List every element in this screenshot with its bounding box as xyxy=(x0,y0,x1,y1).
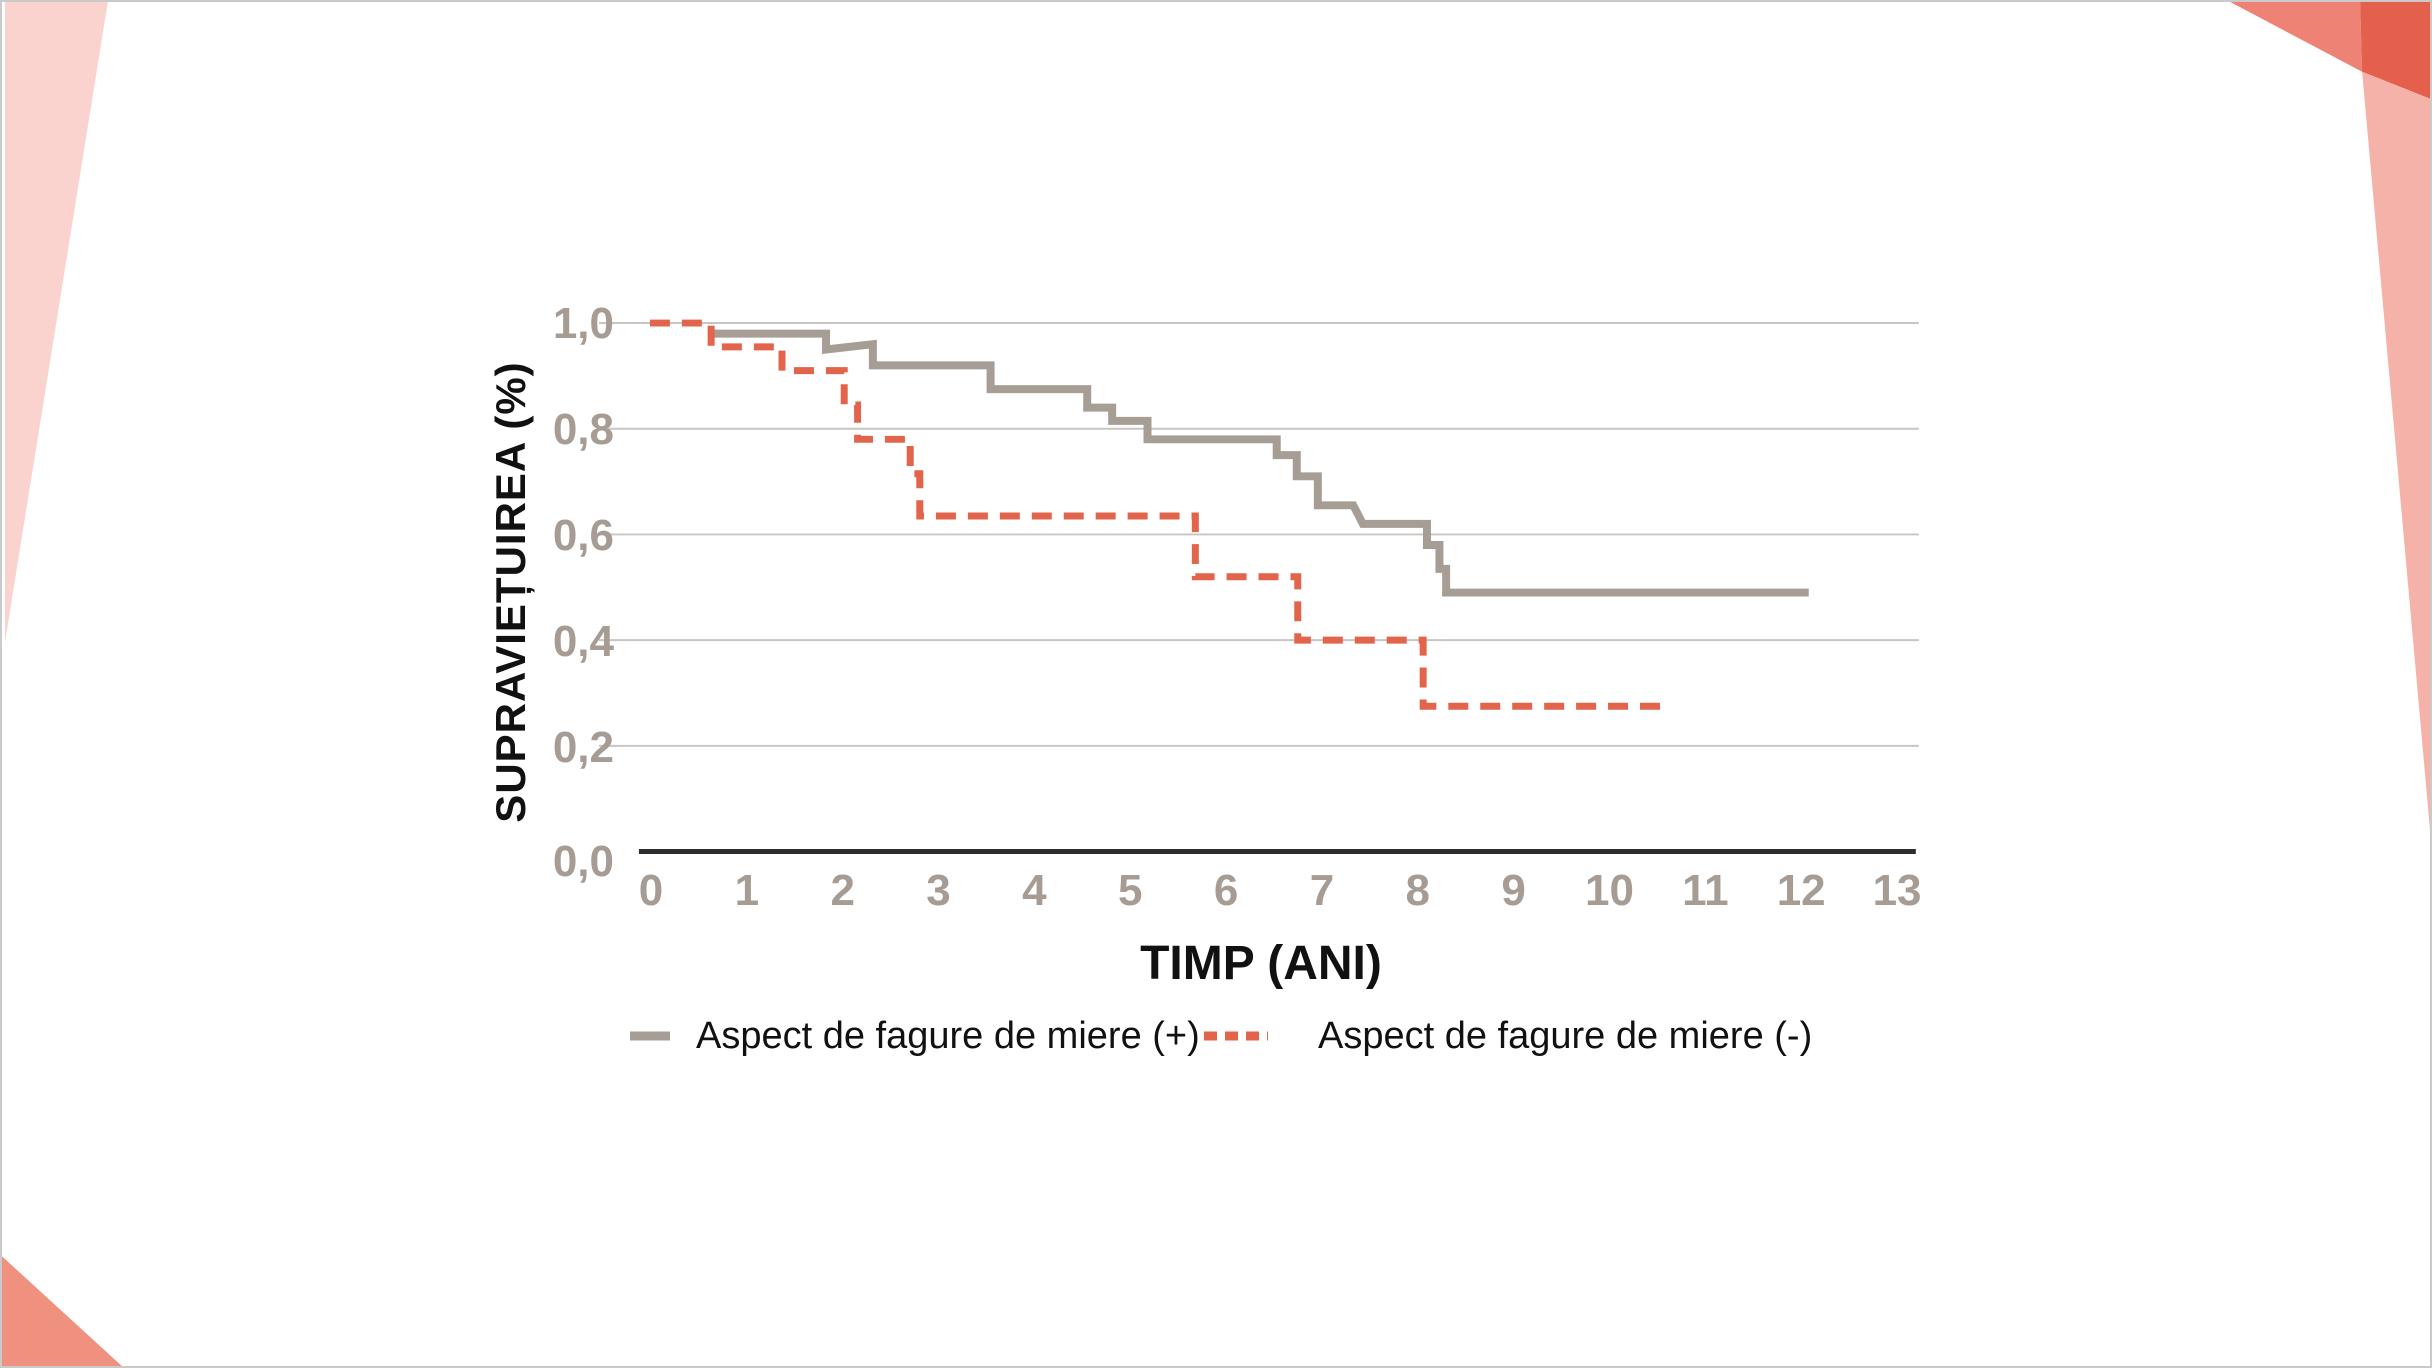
x-tick-label: 3 xyxy=(926,866,951,915)
x-tick-label: 1 xyxy=(734,866,760,915)
x-tick-label: 8 xyxy=(1405,866,1431,915)
y-axis-title: SUPRAVIEȚUIREA (%) xyxy=(487,361,534,823)
x-axis-title: TIMP (ANI) xyxy=(1140,937,1382,990)
x-tick-label: 0 xyxy=(638,866,664,915)
solid-line-swatch-icon xyxy=(630,1031,670,1041)
x-tick-label: 2 xyxy=(830,866,855,915)
y-tick-label: 0,4 xyxy=(552,617,614,666)
y-tick-label: 0,6 xyxy=(552,511,614,560)
right-ribbon-decoration xyxy=(2362,71,2430,830)
legend-item-honeycomb-negative: Aspect de fagure de miere (-) xyxy=(1204,1010,1812,1062)
top-right-corner-decoration xyxy=(2360,2,2430,99)
x-tick-label: 9 xyxy=(1501,866,1526,915)
legend-item-honeycomb-positive: Aspect de fagure de miere (+) xyxy=(630,1010,1200,1062)
x-tick-label: 12 xyxy=(1776,866,1826,915)
top-left-ribbon-decoration xyxy=(4,2,108,643)
dashed-line-swatch-icon xyxy=(1204,1031,1268,1041)
x-tick-label: 13 xyxy=(1872,866,1922,915)
x-tick-label: 10 xyxy=(1585,866,1634,915)
legend-label: Aspect de fagure de miere (-) xyxy=(1318,1014,1813,1057)
y-tick-label: 0,0 xyxy=(552,837,614,886)
x-tick-label: 7 xyxy=(1309,866,1335,915)
bottom-left-triangle-decoration xyxy=(2,1256,122,1366)
y-tick-label: 1,0 xyxy=(552,299,614,348)
x-tick-label: 4 xyxy=(1022,866,1047,915)
x-tick-label: 11 xyxy=(1682,866,1729,915)
x-tick-label: 6 xyxy=(1213,866,1239,915)
series-curve-positive xyxy=(710,329,1809,597)
y-tick-label: 0,2 xyxy=(552,723,614,772)
legend-label: Aspect de fagure de miere (+) xyxy=(696,1014,1200,1057)
series-curve-negative xyxy=(649,319,1671,710)
y-tick-label: 0,8 xyxy=(552,405,614,454)
x-tick-label: 5 xyxy=(1118,866,1143,915)
